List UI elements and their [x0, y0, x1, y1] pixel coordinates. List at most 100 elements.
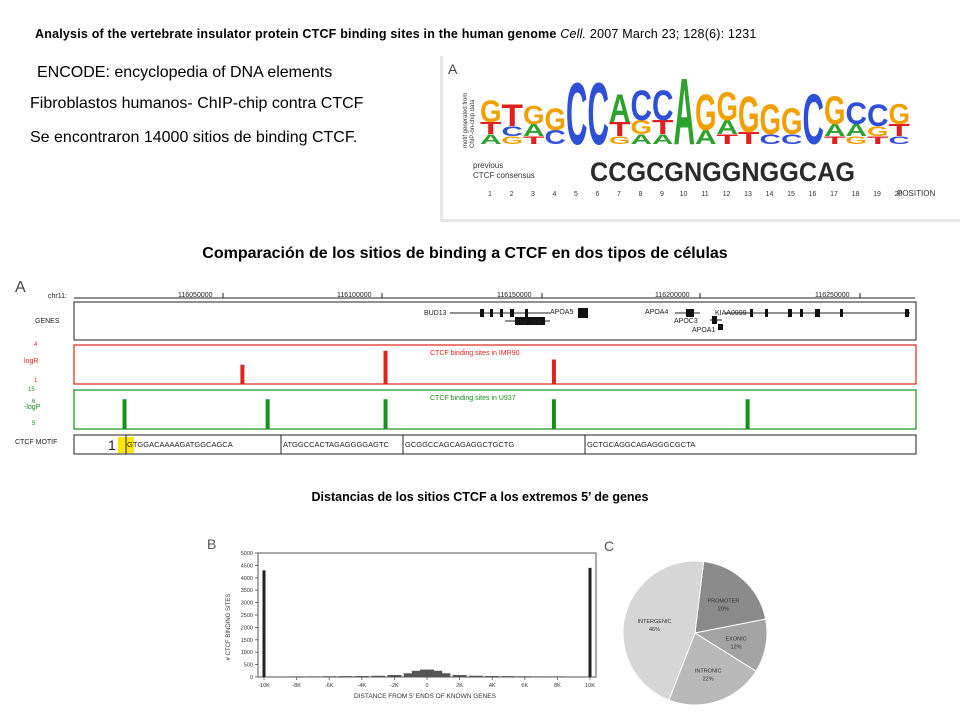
logo-letter-a: A	[674, 60, 696, 165]
binding-peak	[551, 359, 556, 384]
logo-side-label-line2: ChIP-on-chip data	[470, 99, 476, 148]
imr90-peaks	[240, 350, 556, 384]
motif-track	[73, 434, 917, 455]
position-tick-label: 13	[744, 191, 752, 198]
position-tick-label: 4	[553, 191, 557, 198]
binding-peak	[122, 399, 127, 429]
citation: Analysis of the vertebrate insulator pro…	[35, 27, 757, 41]
histogram-bar	[468, 675, 483, 677]
y-tick-label: 1500	[241, 638, 253, 644]
pie-slice-intergenic	[622, 560, 705, 701]
previous-consensus-sequence: CCGCGNGGNGGCAG	[590, 157, 855, 187]
chrom-label: chr11:	[48, 293, 67, 300]
logo-letter-t: T	[717, 131, 739, 147]
imr90-tick-top: 4	[34, 342, 38, 348]
position-tick-label: 17	[830, 191, 838, 198]
position-tick-label: 1	[488, 191, 492, 198]
logo-letter-a: A	[631, 131, 653, 147]
coordinate-ticks: 116050000 116100000 116150000 116200000 1162…	[178, 292, 861, 299]
logo-position-axis: 1 2 3 4 5 6 7 8 9 10 11 12 13 14 15 16 17 18 19 20	[488, 191, 902, 198]
exon	[750, 309, 753, 317]
u937-tick-bottom: 5	[32, 421, 36, 427]
x-tick-label: 10K	[585, 683, 595, 689]
exon	[788, 309, 792, 317]
logo-letter-g: G	[846, 134, 868, 147]
position-tick-label: 20	[895, 191, 903, 198]
logo-letter-g: G	[824, 87, 846, 133]
exon-apoc3	[712, 316, 717, 324]
motif-sequence-3: GCGGCCAGCAGAGGCTGCTG	[405, 440, 514, 449]
logo-letter-a: A	[609, 85, 631, 131]
logo-letter-g: G	[738, 87, 760, 144]
logo-letter-c: C	[889, 134, 911, 147]
histogram-bar	[420, 669, 434, 677]
histogram-plot-frame	[257, 552, 597, 678]
binding-peak	[265, 399, 270, 429]
motif-sequence-1: GTGGACAAAAGATGGCAGCA	[127, 440, 233, 449]
logo-letter-c: C	[566, 64, 588, 163]
histogram-bar	[371, 675, 386, 677]
y-tick-label: 5000	[241, 551, 253, 557]
genes-track-label: GENES	[35, 318, 60, 325]
histogram-bar	[411, 670, 426, 677]
logo-letter-g: G	[502, 134, 524, 147]
pie-slice-name: INTRONIC	[695, 669, 722, 675]
distance-title: Distancias de los sitios CTCF a los extr…	[311, 490, 649, 504]
x-tick-label: 8K	[554, 683, 561, 689]
logo-panel-edge-left	[440, 56, 443, 222]
binding-peak	[745, 399, 750, 429]
coordinate-label: 116150000	[497, 292, 532, 299]
logo-letter-g: G	[760, 97, 781, 144]
comparison-title: Comparación de los sitios de binding a C…	[202, 245, 728, 262]
logo-letter-t: T	[738, 128, 761, 147]
logo-letter-t: T	[889, 120, 912, 139]
logo-letter-a: A	[695, 127, 717, 149]
coordinate-label: 116050000	[178, 292, 213, 299]
x-tick-label: -8K	[292, 683, 301, 689]
pie-slices	[622, 560, 768, 706]
position-tick-label: 12	[723, 191, 731, 198]
histogram-bar	[387, 675, 402, 677]
binding-peak	[383, 399, 388, 429]
pie-panel-letter: C	[604, 538, 614, 554]
logo-letter-c: C	[846, 95, 868, 131]
citation-title: Analysis of the vertebrate insulator pro…	[35, 27, 557, 41]
exon	[765, 309, 768, 317]
exon	[480, 309, 484, 317]
y-tick-label: 1000	[241, 650, 253, 656]
gene-label-apoa1: APOA1	[692, 327, 715, 334]
logo-letter-a: A	[652, 131, 674, 147]
motif-number: 1	[108, 437, 116, 453]
histogram-ylabel: # CTCF BINDING SITES	[226, 594, 232, 661]
logo-letter-c: C	[588, 64, 610, 163]
logo-letter-t: T	[609, 119, 631, 141]
logo-letter-g: G	[867, 123, 889, 139]
u937-track	[73, 389, 917, 430]
gene-label-kiaa0999: KIAA0999	[715, 310, 747, 317]
position-tick-label: 19	[873, 191, 881, 198]
position-tick-label: 7	[617, 191, 621, 198]
consensus-label-line2: CTCF consensus	[473, 171, 535, 180]
exon-apoa5	[578, 308, 588, 318]
imr90-axis-label: logR	[24, 358, 38, 365]
x-tick-label: 0	[425, 683, 428, 689]
exon	[490, 309, 493, 317]
exon	[500, 309, 503, 317]
logo-letter-c: C	[652, 83, 674, 130]
u937-track-title: CTCF binding sites in U937	[430, 395, 516, 402]
logo-letter-g: G	[523, 101, 545, 130]
pie-slice-name: PROMOTER	[708, 598, 740, 604]
pie-slice-intronic	[668, 632, 757, 706]
position-tick-label: 16	[809, 191, 817, 198]
logo-letter-c: C	[502, 123, 524, 139]
logo-letter-g: G	[545, 101, 567, 137]
x-tick-label: -2K	[390, 683, 399, 689]
exon-znf259	[515, 317, 545, 325]
logo-letter-c: C	[760, 131, 782, 147]
exon-apoa1	[718, 324, 723, 330]
gene-label-znf259: ZNF259	[515, 319, 540, 326]
logo-letter-t: T	[867, 134, 889, 147]
pie-labels: PROMOTER 20% EXONIC 12% INTRONIC 22% INTERGENI…	[638, 598, 747, 682]
logo-side-label: motif generated from ChIP-on-chip data	[463, 93, 476, 148]
